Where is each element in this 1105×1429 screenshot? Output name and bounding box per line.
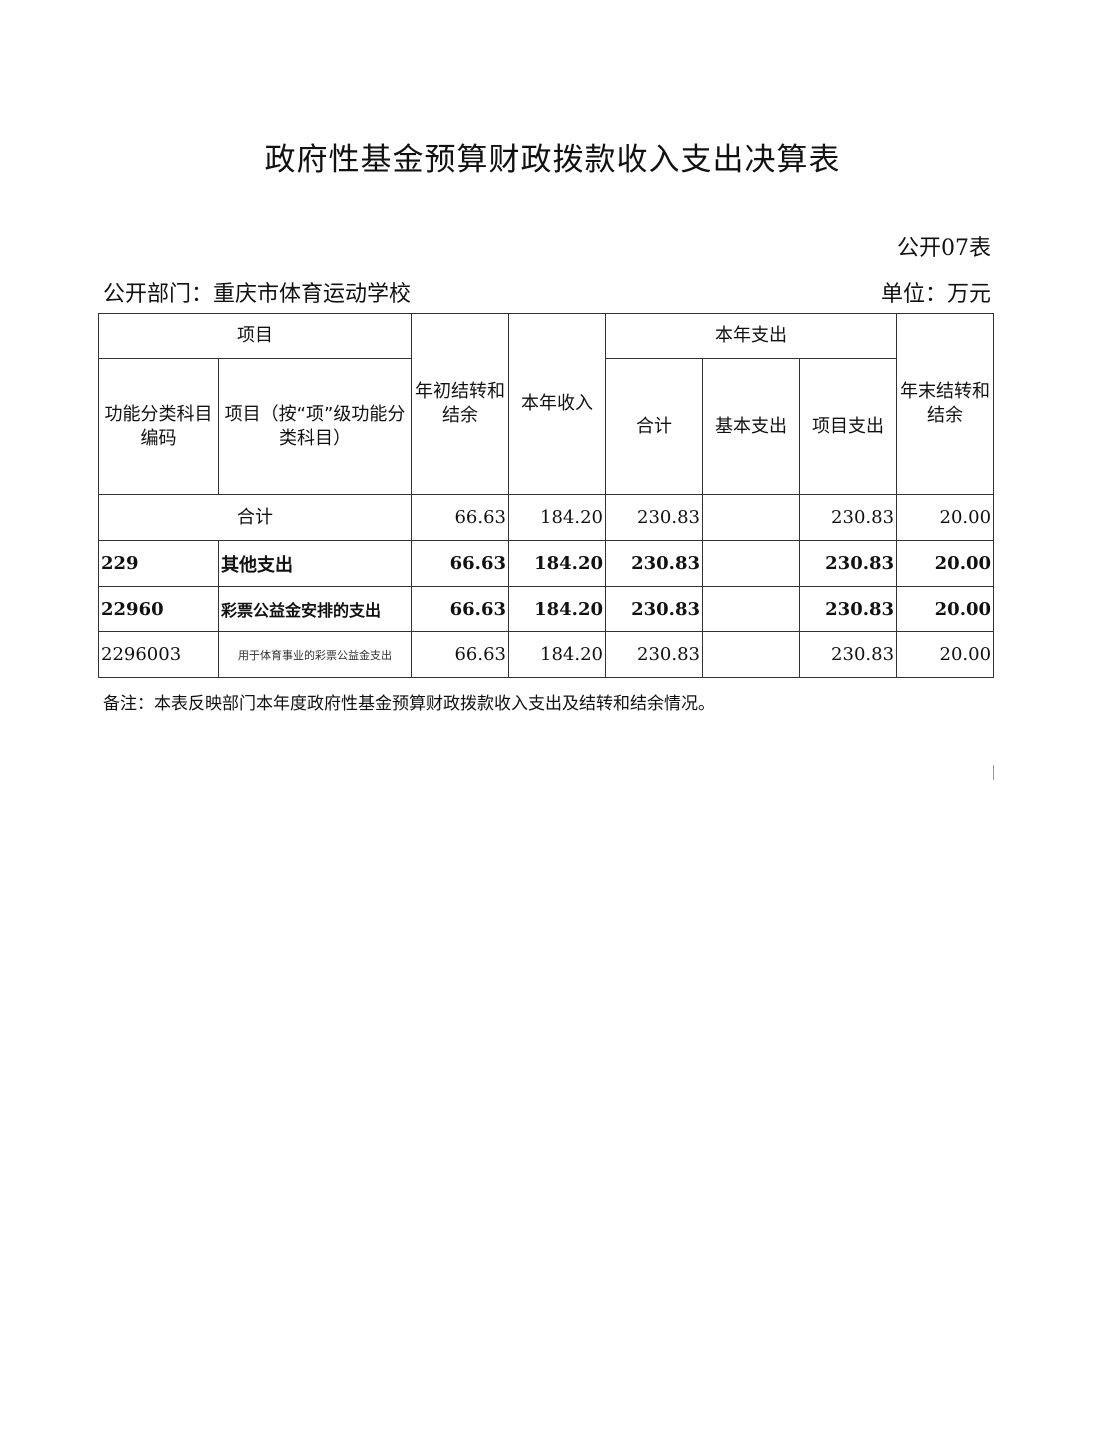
cell-exp-project: 230.83 [798, 494, 898, 541]
cell-income: 184.20 [508, 540, 606, 587]
cell-income: 184.20 [508, 631, 606, 678]
department-label: 公开部门：重庆市体育运动学校 [103, 282, 412, 307]
page-title: 政府性基金预算财政拨款收入支出决算表 [264, 142, 841, 178]
header-expenditure: 本年支出 [604, 313, 898, 359]
header-item-name: 项目（按“项”级功能分类科目） [218, 358, 412, 495]
table-note: 备注：本表反映部门本年度政府性基金预算财政拨款收入支出及结转和结余情况。 [103, 694, 715, 714]
cell-exp-basic [702, 586, 800, 632]
total-label: 合计 [98, 494, 412, 541]
cell-code: 229 [98, 540, 219, 587]
cell-exp-basic [702, 540, 800, 587]
header-code: 功能分类科目编码 [98, 358, 219, 495]
cell-closing: 20.00 [896, 586, 995, 632]
cell-income: 184.20 [508, 494, 606, 541]
cell-closing: 20.00 [896, 540, 995, 587]
cell-exp-basic [702, 631, 800, 678]
cell-exp-total: 230.83 [605, 586, 703, 632]
cell-exp-project: 230.83 [798, 586, 898, 632]
table-row: 22960 彩票公益金安排的支出 66.63 184.20 230.83 230… [98, 586, 995, 632]
budget-table: 项目 年初结转和结余 本年收入 本年支出 年末结转和结余 功能分类科目编码 项目… [98, 313, 995, 678]
cell-exp-total: 230.83 [605, 540, 703, 587]
header-item: 项目 [98, 313, 412, 359]
cell-opening: 66.63 [411, 586, 509, 632]
table-row: 2296003 用于体育事业的彩票公益金支出 66.63 184.20 230.… [98, 631, 995, 678]
table-row: 229 其他支出 66.63 184.20 230.83 230.83 20.0… [98, 540, 995, 587]
cell-exp-project: 230.83 [798, 540, 898, 587]
cell-exp-project: 230.83 [798, 631, 898, 678]
header-opening-balance: 年初结转和结余 [411, 313, 509, 495]
header-income: 本年收入 [508, 313, 606, 495]
page-mark-divider [993, 765, 994, 780]
cell-opening: 66.63 [411, 540, 509, 587]
header-closing-balance: 年末结转和结余 [896, 313, 995, 495]
cell-opening: 66.63 [411, 494, 509, 541]
header-exp-project: 项目支出 [798, 358, 898, 495]
cell-name: 其他支出 [218, 540, 412, 587]
header-exp-total: 合计 [605, 358, 703, 495]
table-number: 公开07表 [897, 236, 991, 261]
header-exp-basic: 基本支出 [702, 358, 800, 495]
cell-opening: 66.63 [411, 631, 509, 678]
cell-closing: 20.00 [896, 494, 995, 541]
cell-exp-basic [702, 494, 800, 541]
cell-name: 用于体育事业的彩票公益金支出 [218, 631, 412, 678]
cell-code: 22960 [98, 586, 219, 632]
cell-exp-total: 230.83 [605, 494, 703, 541]
unit-label: 单位：万元 [880, 282, 991, 307]
cell-code: 2296003 [98, 631, 219, 678]
cell-income: 184.20 [508, 586, 606, 632]
cell-name: 彩票公益金安排的支出 [218, 586, 412, 632]
cell-closing: 20.00 [896, 631, 995, 678]
cell-exp-total: 230.83 [605, 631, 703, 678]
total-row: 合计 66.63 184.20 230.83 230.83 20.00 [98, 494, 995, 541]
